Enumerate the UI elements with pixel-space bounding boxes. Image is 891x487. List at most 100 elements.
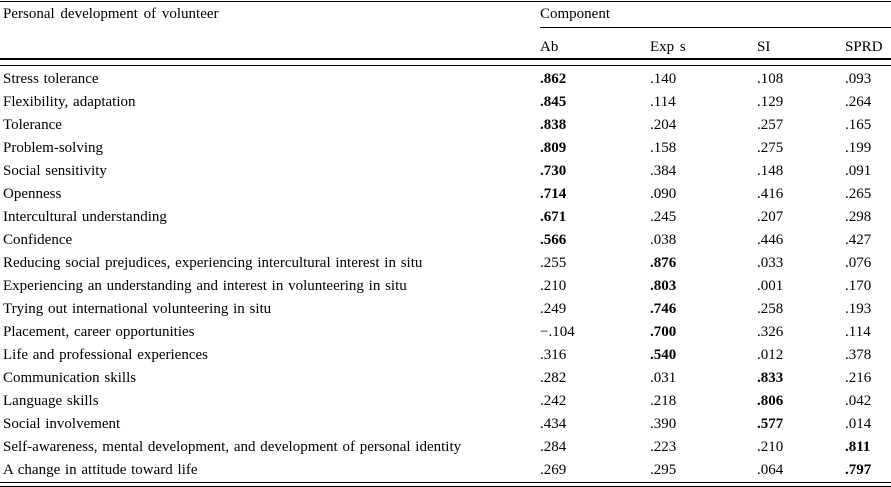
loading-value: .129 (757, 94, 784, 110)
column-header-si: SI (757, 39, 771, 55)
table-row: Tolerance .838 .204 .257 .165 (0, 114, 891, 137)
table-row: Problem-solving .809 .158 .275 .199 (0, 137, 891, 160)
loading-value: .210 (757, 439, 784, 455)
row-label: Stress tolerance (3, 71, 99, 87)
component-group-header-label: Component (540, 6, 610, 22)
loading-value: .264 (845, 94, 872, 110)
top-rule (0, 1, 891, 2)
loading-value: .001 (757, 278, 784, 294)
row-label: Intercultural understanding (3, 209, 167, 225)
loading-value: .255 (540, 255, 567, 271)
table-row: Stress tolerance .862 .140 .108 .093 (0, 68, 891, 91)
row-label: Experiencing an understanding and intere… (3, 278, 407, 294)
row-label: Language skills (3, 393, 99, 409)
loading-value: .038 (650, 232, 677, 248)
row-label: Problem-solving (3, 140, 103, 156)
loading-value: .193 (845, 301, 872, 317)
loading-value: .091 (845, 163, 872, 179)
row-label: Openness (3, 186, 62, 202)
loading-value: .114 (650, 94, 676, 110)
table-row: Placement, career opportunities −.104 .700… (0, 321, 891, 344)
table-row: Experiencing an understanding and intere… (0, 275, 891, 298)
loading-value: .249 (540, 301, 567, 317)
row-label: Life and professional experiences (3, 347, 208, 363)
loading-value: .811 (845, 439, 871, 455)
loading-value: .838 (540, 117, 567, 133)
loading-value: .148 (757, 163, 784, 179)
loading-value: .093 (845, 71, 872, 87)
header-double-rule (0, 58, 891, 66)
row-label: Social sensitivity (3, 163, 107, 179)
row-label: Self-awareness, mental development, and … (3, 439, 462, 455)
loading-value: .242 (540, 393, 567, 409)
loading-value: .076 (845, 255, 872, 271)
table-row: Social involvement .434 .390 .577 .014 (0, 413, 891, 436)
bottom-double-rule (0, 482, 891, 487)
loading-value: .714 (540, 186, 567, 202)
component-group-header-cell: Component (540, 2, 891, 28)
loading-value: .258 (757, 301, 784, 317)
loading-value: .809 (540, 140, 567, 156)
loading-value: .245 (650, 209, 677, 225)
loading-value: .566 (540, 232, 567, 248)
loading-value: .014 (845, 416, 872, 432)
loading-value: .282 (540, 370, 567, 386)
loading-value: .216 (845, 370, 872, 386)
table-header-row-1: Personal development of volunteer Compon… (0, 2, 891, 28)
loading-value: .434 (540, 416, 567, 432)
loading-value: .257 (757, 117, 784, 133)
loading-value: .746 (650, 301, 677, 317)
loading-value: .284 (540, 439, 567, 455)
table-body: Stress tolerance .862 .140 .108 .093 Flexibil… (0, 66, 891, 482)
row-label: Placement, career opportunities (3, 324, 195, 340)
loading-value: .298 (845, 209, 872, 225)
loading-value: .108 (757, 71, 784, 87)
loading-value: .042 (845, 393, 872, 409)
loading-value: .223 (650, 439, 677, 455)
loading-value: .295 (650, 462, 677, 478)
loading-value: .199 (845, 140, 872, 156)
row-label: Trying out international volunteering in… (3, 301, 272, 317)
loading-value: .577 (757, 416, 784, 432)
loading-value: .165 (845, 117, 872, 133)
table-row: Language skills .242 .218 .806 .042 (0, 390, 891, 413)
loading-value: .265 (845, 186, 872, 202)
row-label: Social involvement (3, 416, 121, 432)
loading-value: .316 (540, 347, 567, 363)
loading-value: .446 (757, 232, 784, 248)
loading-value: .170 (845, 278, 872, 294)
loading-value: .204 (650, 117, 677, 133)
loading-value: .730 (540, 163, 567, 179)
table-row: Confidence .566 .038 .446 .427 (0, 229, 891, 252)
table-row: Openness .714 .090 .416 .265 (0, 183, 891, 206)
column-header-ab: Ab (540, 39, 559, 55)
row-label: Tolerance (3, 117, 62, 133)
row-label: Flexibility, adaptation (3, 94, 136, 110)
loading-value: .540 (650, 347, 677, 363)
loading-value: .806 (757, 393, 784, 409)
row-header-title: Personal development of volunteer (3, 6, 219, 22)
loading-value: .803 (650, 278, 677, 294)
loading-value: .427 (845, 232, 872, 248)
header-spacer-cell (0, 28, 540, 66)
loading-value: .862 (540, 71, 567, 87)
table-row: Reducing social prejudices, experiencing… (0, 252, 891, 275)
loading-value: −.104 (540, 324, 575, 340)
loading-value: .326 (757, 324, 784, 340)
loading-value: .090 (650, 186, 677, 202)
column-header-exp-s: Exp s (650, 39, 686, 55)
table-row: Flexibility, adaptation .845 .114 .129 .264 (0, 91, 891, 114)
loading-value: .269 (540, 462, 567, 478)
loading-value: .114 (845, 324, 871, 340)
table-row: Intercultural understanding .671 .245 .207.… (0, 206, 891, 229)
loading-value: .390 (650, 416, 677, 432)
row-label: Reducing social prejudices, experiencing… (3, 255, 423, 271)
loading-value: .378 (845, 347, 872, 363)
loading-value: .140 (650, 71, 677, 87)
row-label: A change in attitude toward life (3, 462, 198, 478)
loading-value: .064 (757, 462, 784, 478)
table-row: A change in attitude toward life .269 .295… (0, 459, 891, 482)
loading-value: .384 (650, 163, 677, 179)
loading-value: .158 (650, 140, 677, 156)
